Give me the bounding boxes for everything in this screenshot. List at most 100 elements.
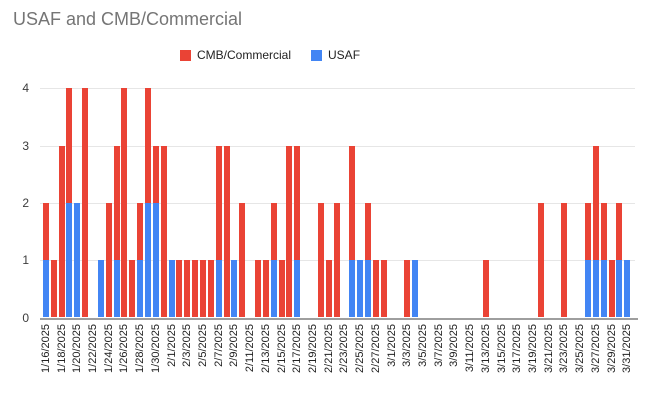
bar-cmb-commercial — [82, 88, 89, 318]
x-axis-tick-label: 2/11/2025 — [244, 324, 257, 373]
bar-cmb-commercial — [608, 260, 615, 318]
bar-cmb-commercial — [129, 260, 136, 318]
bar-cmb-commercial — [349, 145, 356, 261]
bar-cmb-commercial — [537, 202, 544, 318]
y-axis-tick-label: 4 — [22, 81, 29, 96]
gridline — [40, 145, 635, 147]
x-axis-tick-label: 2/1/2025 — [165, 324, 178, 367]
bar-cmb-commercial — [364, 202, 371, 261]
bar-cmb-commercial — [278, 260, 285, 318]
x-axis-tick-label: 3/31/2025 — [621, 324, 634, 373]
bar-cmb-commercial — [137, 202, 144, 261]
bar-cmb-commercial — [270, 202, 277, 261]
x-axis-tick-label: 2/25/2025 — [354, 324, 367, 373]
x-axis-tick-label: 3/29/2025 — [605, 324, 618, 373]
x-axis-tick-label: 2/5/2025 — [196, 324, 209, 367]
bar-cmb-commercial — [223, 145, 230, 318]
bar-usaf — [215, 260, 222, 318]
x-axis-tick-label: 1/22/2025 — [86, 324, 99, 373]
bar-usaf — [584, 260, 591, 318]
bar-usaf — [231, 260, 238, 318]
x-axis-tick-label: 3/15/2025 — [495, 324, 508, 373]
bar-cmb-commercial — [317, 202, 324, 318]
y-axis-tick-label: 2 — [22, 195, 29, 210]
x-axis-tick-label: 2/7/2025 — [212, 324, 225, 367]
x-axis-tick-label: 2/3/2025 — [181, 324, 194, 367]
x-axis-tick-label: 2/21/2025 — [322, 324, 335, 373]
legend-item-usaf: USAF — [311, 48, 360, 62]
bar-usaf — [616, 260, 623, 318]
x-axis-tick-label: 1/24/2025 — [102, 324, 115, 373]
bar-cmb-commercial — [66, 88, 73, 203]
bar-cmb-commercial — [584, 202, 591, 261]
bar-cmb-commercial — [113, 145, 120, 261]
bar-cmb-commercial — [152, 145, 159, 203]
bar-usaf — [364, 260, 371, 318]
bar-usaf — [294, 260, 301, 318]
bar-usaf — [357, 260, 364, 318]
legend: CMB/Commercial USAF — [180, 48, 360, 62]
bar-usaf — [74, 202, 81, 318]
x-axis-tick-label: 2/17/2025 — [291, 324, 304, 373]
bar-usaf — [66, 202, 73, 318]
legend-label-usaf: USAF — [328, 48, 361, 62]
bar-cmb-commercial — [58, 145, 65, 318]
x-axis-tick-label: 3/19/2025 — [526, 324, 539, 373]
x-axis-tick-label: 3/21/2025 — [542, 324, 555, 373]
x-axis-tick-label: 3/3/2025 — [401, 324, 414, 367]
legend-swatch-usaf-icon — [311, 49, 323, 61]
bar-usaf — [113, 260, 120, 318]
bar-cmb-commercial — [561, 202, 568, 318]
bar-usaf — [624, 260, 631, 318]
legend-swatch-cmb-commercial-icon — [180, 49, 191, 61]
bar-cmb-commercial — [50, 260, 57, 318]
x-axis-tick-label: 1/28/2025 — [134, 324, 147, 373]
x-axis-tick-label: 2/27/2025 — [369, 324, 382, 373]
bar-usaf — [600, 260, 607, 318]
x-axis-line — [40, 317, 638, 320]
bar-cmb-commercial — [176, 260, 183, 318]
bar-cmb-commercial — [184, 260, 191, 318]
bar-usaf — [137, 260, 144, 318]
bar-cmb-commercial — [600, 202, 607, 261]
x-axis-tick-label: 2/23/2025 — [338, 324, 351, 373]
bar-cmb-commercial — [372, 260, 379, 318]
x-axis-tick-label: 1/30/2025 — [149, 324, 162, 373]
x-axis-tick-label: 1/20/2025 — [71, 324, 84, 373]
x-axis-tick-label: 3/11/2025 — [464, 324, 477, 373]
x-axis-tick-label: 3/5/2025 — [416, 324, 429, 367]
bar-cmb-commercial — [121, 88, 128, 318]
bar-usaf — [270, 260, 277, 318]
x-axis-tick-label: 3/23/2025 — [558, 324, 571, 373]
x-axis-tick-label: 2/13/2025 — [259, 324, 272, 373]
bar-cmb-commercial — [199, 260, 206, 318]
bar-cmb-commercial — [286, 145, 293, 318]
bar-cmb-commercial — [333, 202, 340, 318]
bar-cmb-commercial — [262, 260, 269, 318]
bar-cmb-commercial — [482, 260, 489, 318]
y-axis-tick-label: 0 — [22, 310, 29, 325]
x-axis-tick-label: 1/18/2025 — [55, 324, 68, 373]
bar-cmb-commercial — [239, 202, 246, 318]
bar-usaf — [592, 260, 599, 318]
x-axis-tick-label: 2/19/2025 — [306, 324, 319, 373]
x-axis-tick-label: 3/25/2025 — [574, 324, 587, 373]
x-axis-tick-label: 1/26/2025 — [118, 324, 131, 373]
legend-label-cmb-commercial: CMB/Commercial — [197, 48, 292, 62]
bar-usaf — [168, 260, 175, 318]
x-axis-tick-label: 3/13/2025 — [479, 324, 492, 373]
bar-usaf — [144, 202, 151, 318]
x-axis-tick-label: 3/1/2025 — [385, 324, 398, 367]
bar-cmb-commercial — [254, 260, 261, 318]
bar-cmb-commercial — [160, 145, 167, 318]
bar-cmb-commercial — [144, 88, 151, 203]
bar-usaf — [97, 260, 104, 318]
bar-cmb-commercial — [404, 260, 411, 318]
bar-cmb-commercial — [380, 260, 387, 318]
bar-cmb-commercial — [42, 202, 49, 261]
bar-cmb-commercial — [215, 145, 222, 261]
bar-usaf — [412, 260, 419, 318]
bar-cmb-commercial — [592, 145, 599, 261]
x-axis-tick-label: 2/9/2025 — [228, 324, 241, 367]
